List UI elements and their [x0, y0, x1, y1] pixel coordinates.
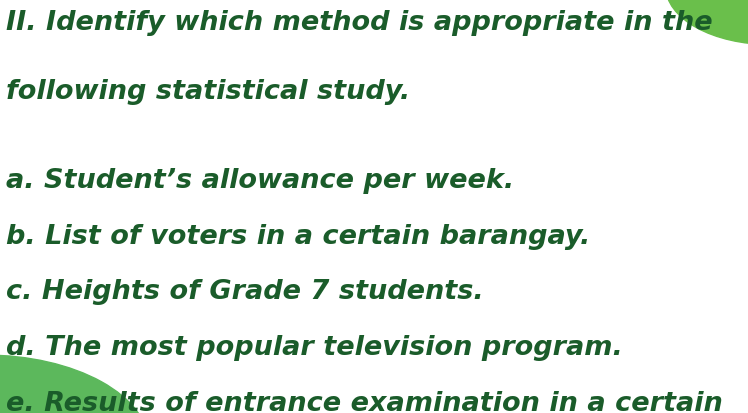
Circle shape: [666, 0, 748, 45]
Text: II. Identify which method is appropriate in the: II. Identify which method is appropriate…: [6, 10, 713, 36]
Text: following statistical study.: following statistical study.: [6, 78, 410, 104]
Text: a. Student’s allowance per week.: a. Student’s allowance per week.: [6, 167, 514, 193]
Text: e. Results of entrance examination in a certain: e. Results of entrance examination in a …: [6, 390, 723, 413]
Text: c. Heights of Grade 7 students.: c. Heights of Grade 7 students.: [6, 279, 484, 305]
Text: b. List of voters in a certain barangay.: b. List of voters in a certain barangay.: [6, 223, 590, 249]
Circle shape: [0, 355, 150, 413]
Text: d. The most popular television program.: d. The most popular television program.: [6, 335, 623, 361]
